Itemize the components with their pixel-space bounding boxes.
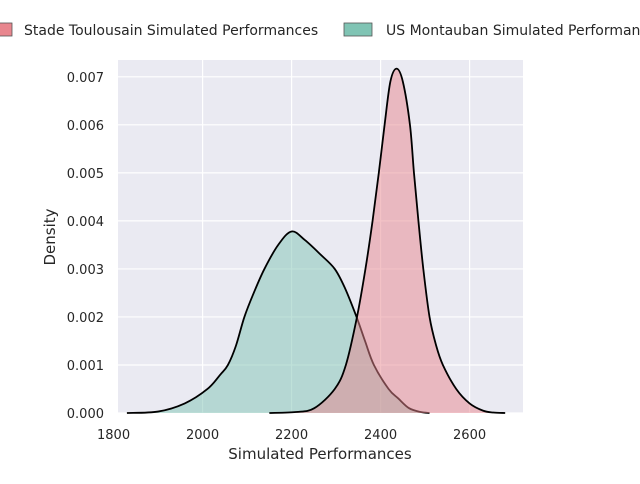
x-axis-label: Simulated Performances: [228, 445, 412, 463]
legend-swatch-montauban: [343, 22, 373, 37]
density-line-0: [269, 67, 506, 414]
legend-label-montauban: US Montauban Simulated Performances: [386, 23, 640, 39]
x-tick-label: 1800: [97, 428, 130, 443]
x-tick-label: 2600: [453, 428, 486, 443]
legend-swatch-toulousain: [0, 22, 13, 37]
y-tick-label: 0.005: [67, 167, 104, 182]
y-ticks: 0.000 0.001 0.002 0.003 0.004 0.005 0.006 0.007: [67, 71, 104, 422]
x-ticks: 1800 2000 2200 2400 2600: [97, 428, 486, 443]
x-tick-label: 2400: [364, 428, 397, 443]
y-tick-label: 0.004: [67, 215, 104, 230]
legend-label-toulousain: Stade Toulousain Simulated Performances: [24, 23, 318, 39]
y-tick-label: 0.006: [67, 119, 104, 134]
density-areas: [126, 67, 506, 414]
y-tick-label: 0.001: [67, 359, 104, 374]
y-tick-label: 0.003: [67, 263, 104, 278]
legend: Stade Toulousain Simulated Performances …: [0, 22, 640, 39]
y-tick-label: 0.002: [67, 311, 104, 326]
y-tick-label: 0.000: [67, 407, 104, 422]
density-fill-0: [269, 68, 506, 413]
y-axis-label: Density: [41, 208, 59, 265]
x-tick-label: 2200: [275, 428, 308, 443]
x-tick-label: 2000: [186, 428, 219, 443]
y-tick-label: 0.007: [67, 71, 104, 86]
